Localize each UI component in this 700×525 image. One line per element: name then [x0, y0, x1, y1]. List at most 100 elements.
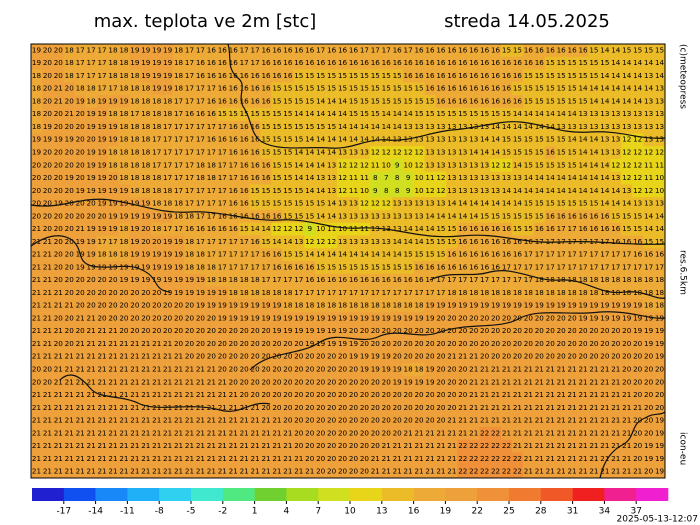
grid-cell	[348, 56, 360, 70]
grid-value: 19	[480, 301, 490, 310]
grid-cell	[282, 56, 294, 70]
grid-value: 12	[382, 148, 391, 157]
grid-value: 20	[272, 403, 282, 412]
grid-value: 18	[502, 288, 512, 297]
grid-cell	[566, 133, 578, 147]
grid-cell	[96, 299, 108, 313]
grid-value: 16	[218, 224, 228, 233]
grid-cell	[588, 261, 600, 275]
grid-value: 20	[568, 326, 578, 335]
grid-cell	[96, 439, 108, 453]
grid-cell	[391, 350, 403, 364]
grid-cell	[260, 286, 272, 300]
grid-value: 17	[557, 250, 566, 259]
grid-value: 19	[97, 199, 107, 208]
grid-cell	[293, 158, 305, 172]
grid-value: 21	[568, 377, 577, 386]
grid-cell	[479, 82, 491, 96]
grid-cell	[85, 146, 97, 160]
grid-value: 21	[458, 428, 467, 437]
grid-value: 21	[578, 467, 587, 476]
grid-cell	[435, 414, 447, 428]
grid-cell	[358, 286, 371, 300]
grid-cell	[413, 133, 425, 147]
grid-cell	[457, 401, 469, 415]
grid-value: 20	[283, 352, 293, 361]
grid-value: 20	[382, 326, 392, 335]
grid-cell	[522, 197, 535, 211]
grid-cell	[227, 133, 239, 147]
grid-cell	[118, 235, 130, 249]
grid-cell	[184, 350, 196, 364]
grid-cell	[446, 222, 458, 236]
grid-value: 16	[196, 71, 206, 80]
grid-cell	[413, 324, 425, 338]
grid-cell	[501, 375, 513, 389]
grid-cell	[435, 184, 447, 198]
grid-value: 21	[557, 377, 566, 386]
grid-value: 15	[436, 224, 445, 233]
grid-value: 16	[458, 224, 468, 233]
grid-cell	[227, 375, 239, 389]
grid-value: 17	[207, 84, 216, 93]
grid-value: 17	[327, 288, 336, 297]
grid-value: 21	[43, 313, 52, 322]
grid-cell	[566, 414, 578, 428]
grid-value: 17	[283, 275, 292, 284]
grid-cell	[41, 209, 54, 224]
grid-cell	[511, 273, 524, 287]
grid-value: 21	[622, 428, 631, 437]
colorbar-swatch	[381, 488, 414, 501]
grid-cell	[610, 388, 622, 402]
grid-cell	[74, 465, 86, 479]
grid-cell	[205, 107, 218, 121]
grid-value: 19	[152, 45, 162, 54]
grid-cell	[533, 158, 546, 172]
grid-value: 19	[218, 301, 228, 310]
grid-cell	[107, 133, 119, 147]
grid-value: 18	[65, 58, 75, 67]
grid-value: 19	[97, 96, 107, 105]
grid-cell	[194, 209, 207, 224]
grid-value: 18	[32, 84, 42, 93]
grid-cell	[369, 350, 382, 364]
grid-cell	[293, 197, 305, 211]
grid-value: 21	[87, 454, 96, 463]
grid-value: 21	[546, 467, 555, 476]
grid-value: 21	[425, 428, 434, 437]
grid-value: 15	[622, 211, 631, 220]
grid-value: 21	[174, 428, 183, 437]
grid-cell	[391, 107, 403, 121]
grid-value: 14	[338, 109, 348, 118]
grid-cell	[260, 209, 272, 224]
grid-value: 15	[316, 262, 325, 271]
grid-cell	[358, 95, 371, 109]
grid-value: 19	[404, 313, 414, 322]
grid-value: 19	[130, 224, 140, 233]
grid-cell	[337, 209, 349, 224]
grid-value: 20	[54, 313, 64, 322]
grid-value: 14	[513, 186, 523, 195]
grid-cell	[107, 171, 119, 185]
grid-value: 14	[305, 160, 315, 169]
grid-cell	[446, 171, 458, 185]
grid-value: 21	[65, 390, 74, 399]
grid-value: 17	[174, 148, 183, 157]
grid-value: 14	[655, 71, 665, 80]
grid-value: 21	[87, 416, 96, 425]
grid-value: 20	[360, 416, 370, 425]
grid-cell	[457, 388, 469, 402]
grid-cell	[577, 465, 589, 479]
grid-cell	[304, 107, 316, 121]
grid-value: 21	[76, 416, 85, 425]
grid-cell	[446, 133, 458, 147]
grid-cell	[129, 158, 141, 172]
grid-value: 17	[294, 288, 303, 297]
grid-value: 17	[546, 237, 555, 246]
grid-cell	[457, 426, 469, 441]
grid-value: 16	[316, 58, 326, 67]
grid-cell	[621, 261, 633, 275]
grid-cell	[337, 69, 349, 83]
grid-value: 13	[611, 135, 620, 144]
grid-value: 14	[622, 84, 632, 93]
